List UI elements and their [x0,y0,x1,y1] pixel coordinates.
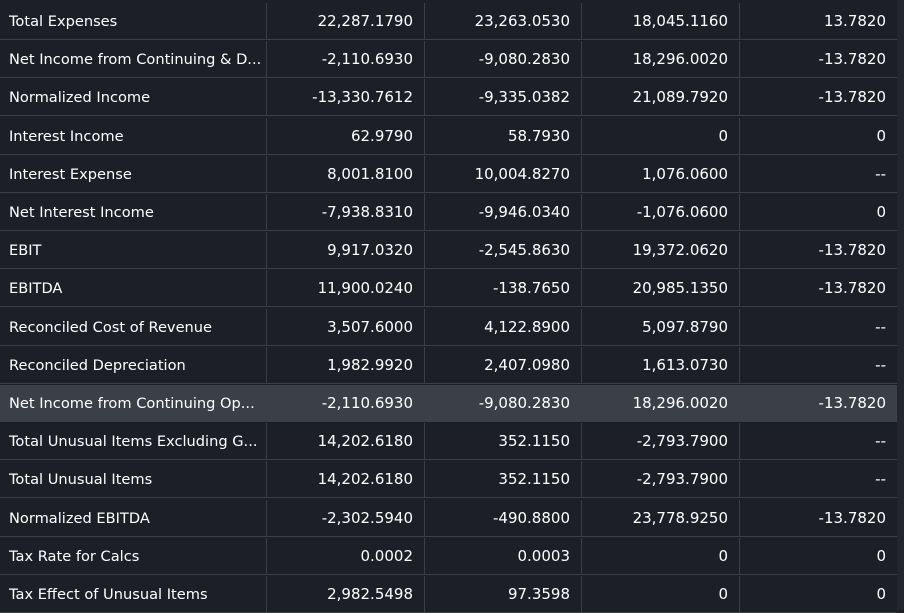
table-row[interactable]: Reconciled Depreciation 1,982.9920 2,407.0… [0,347,897,384]
table-row[interactable]: Total Unusual Items 14,202.6180 352.1150 -2… [0,461,897,498]
value-cell-col-2: 23,263.0530 [424,3,581,40]
value-cell-col-4: 0 [739,194,897,231]
table-row[interactable]: Net Interest Income -7,938.8310 -9,946.034… [0,194,897,231]
table-row[interactable]: Total Unusual Items Excluding G... 14,202… [0,423,897,460]
value-cell-col-1: -13,330.7612 [266,79,424,116]
value-cell-col-4: -13.7820 [739,500,897,537]
value-cell-col-3: 20,985.1350 [581,270,739,307]
value-cell-col-1: 0.0002 [266,538,424,575]
value-cell-col-1: 3,507.6000 [266,309,424,346]
value-cell-col-2: -9,080.2830 [424,385,581,422]
scrollbar-track[interactable] [897,0,904,610]
value-cell-col-4: -- [739,347,897,384]
value-cell-col-2: 97.3598 [424,576,581,613]
table-row[interactable]: Total Expenses 22,287.1790 23,263.0530 18,0… [0,3,897,40]
value-cell-col-2: -138.7650 [424,270,581,307]
value-cell-col-2: 4,122.8900 [424,309,581,346]
value-cell-col-1: -7,938.8310 [266,194,424,231]
value-cell-col-4: -- [739,423,897,460]
value-cell-col-3: 23,778.9250 [581,500,739,537]
value-cell-col-4: -13.7820 [739,232,897,269]
row-label: Reconciled Cost of Revenue [9,319,213,336]
row-label: Total Unusual Items Excluding G... [9,433,258,450]
row-label: Total Unusual Items [9,471,153,488]
table-row[interactable]: Interest Expense 8,001.8100 10,004.8270 1,0… [0,156,897,193]
value-cell-col-3: -2,793.7900 [581,423,739,460]
value-cell-col-2: 2,407.0980 [424,347,581,384]
value-cell-col-4: 0 [739,118,897,155]
row-label: Net Income from Continuing Op... [9,395,255,412]
value-cell-col-3: 0 [581,538,739,575]
value-cell-col-2: -9,080.2830 [424,41,581,78]
value-cell-col-3: 19,372.0620 [581,232,739,269]
value-cell-col-4: 13.7820 [739,3,897,40]
value-cell-col-3: 1,613.0730 [581,347,739,384]
value-cell-col-1: -2,302.5940 [266,500,424,537]
value-cell-col-4: -- [739,156,897,193]
value-cell-col-2: -9,946.0340 [424,194,581,231]
value-cell-col-2: 352.1150 [424,423,581,460]
table-row[interactable]: Normalized Income -13,330.7612 -9,335.0382… [0,79,897,116]
value-cell-col-3: -2,793.7900 [581,461,739,498]
value-cell-col-1: 11,900.0240 [266,270,424,307]
table-row[interactable]: Net Income from Continuing & D... -2,110.… [0,41,897,78]
value-cell-col-4: 0 [739,538,897,575]
row-label: Interest Expense [9,166,132,183]
value-cell-col-4: -13.7820 [739,385,897,422]
row-label: Tax Rate for Calcs [9,548,140,565]
value-cell-col-1: 2,982.5498 [266,576,424,613]
value-cell-col-4: -13.7820 [739,79,897,116]
row-label: Tax Effect of Unusual Items [9,586,208,603]
row-label: Normalized Income [9,89,151,106]
value-cell-col-3: 18,296.0020 [581,385,739,422]
value-cell-col-4: -13.7820 [739,270,897,307]
value-cell-col-1: 8,001.8100 [266,156,424,193]
table-row[interactable]: Tax Rate for Calcs 0.0002 0.0003 0 0 [0,538,897,575]
table-row[interactable]: Reconciled Cost of Revenue 3,507.6000 4,12… [0,309,897,346]
value-cell-col-4: -- [739,309,897,346]
value-cell-col-2: -9,335.0382 [424,79,581,116]
value-cell-col-1: 62.9790 [266,118,424,155]
table-row[interactable]: Tax Effect of Unusual Items 2,982.5498 97.… [0,576,897,613]
value-cell-col-2: -490.8800 [424,500,581,537]
row-label: Normalized EBITDA [9,510,150,527]
row-label: Interest Income [9,128,124,145]
value-cell-col-3: 18,296.0020 [581,41,739,78]
table-row[interactable]: Net Income from Continuing Op... -2,110.6… [0,385,897,422]
value-cell-col-3: 5,097.8790 [581,309,739,346]
value-cell-col-3: -1,076.0600 [581,194,739,231]
value-cell-col-3: 1,076.0600 [581,156,739,193]
value-cell-col-4: -13.7820 [739,41,897,78]
value-cell-col-1: -2,110.6930 [266,385,424,422]
value-cell-col-2: 0.0003 [424,538,581,575]
row-label: Reconciled Depreciation [9,357,186,374]
value-cell-col-3: 0 [581,576,739,613]
value-cell-col-3: 21,089.7920 [581,79,739,116]
value-cell-col-3: 18,045.1160 [581,3,739,40]
row-label: Net Income from Continuing & D... [9,51,262,68]
value-cell-col-1: -2,110.6930 [266,41,424,78]
value-cell-col-1: 1,982.9920 [266,347,424,384]
value-cell-col-3: 0 [581,118,739,155]
value-cell-col-4: -- [739,461,897,498]
table-row[interactable]: Normalized EBITDA -2,302.5940 -490.8800 23,… [0,500,897,537]
row-label: Total Expenses [9,13,118,30]
value-cell-col-1: 14,202.6180 [266,423,424,460]
value-cell-col-4: 0 [739,576,897,613]
value-cell-col-2: -2,545.8630 [424,232,581,269]
value-cell-col-2: 10,004.8270 [424,156,581,193]
row-label: EBIT [9,242,42,259]
value-cell-col-1: 14,202.6180 [266,461,424,498]
value-cell-col-1: 22,287.1790 [266,3,424,40]
value-cell-col-2: 58.7930 [424,118,581,155]
table-row[interactable]: EBIT 9,917.0320 -2,545.8630 19,372.0620 -13.… [0,232,897,269]
table-row[interactable]: Interest Income 62.9790 58.7930 0 0 [0,118,897,155]
row-label: Net Interest Income [9,204,154,221]
value-cell-col-1: 9,917.0320 [266,232,424,269]
row-label: EBITDA [9,280,63,297]
table-row[interactable]: EBITDA 11,900.0240 -138.7650 20,985.1350 -13… [0,270,897,307]
value-cell-col-2: 352.1150 [424,461,581,498]
